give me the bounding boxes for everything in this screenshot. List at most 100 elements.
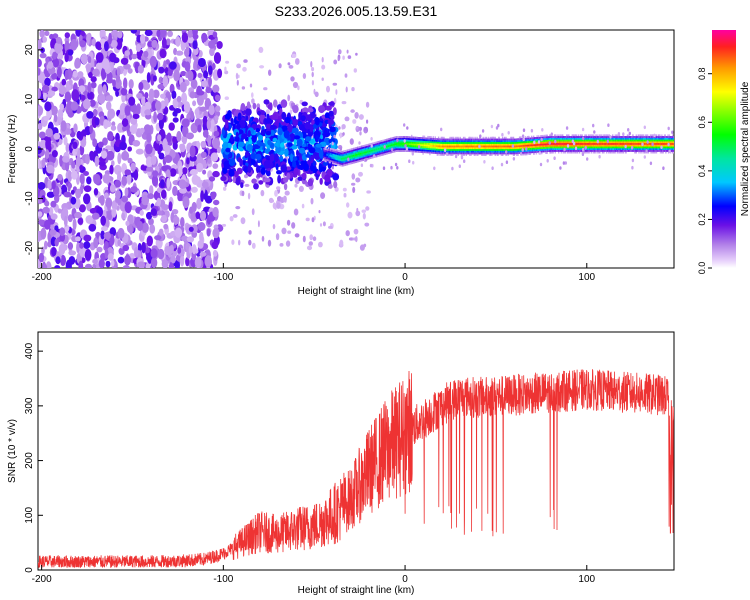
heatmap-cell bbox=[55, 36, 62, 44]
heatmap-cell bbox=[356, 207, 359, 213]
heatmap-cell bbox=[393, 147, 395, 149]
heatmap-cell bbox=[83, 241, 91, 250]
heatmap-cell bbox=[235, 206, 241, 210]
heatmap-cell bbox=[393, 143, 395, 146]
heatmap-cell bbox=[389, 143, 391, 145]
heatmap-cell bbox=[164, 97, 169, 107]
heatmap-cell bbox=[325, 105, 332, 111]
heatmap-cell bbox=[161, 204, 170, 211]
heatmap-cell bbox=[152, 75, 157, 82]
heatmap-cell bbox=[130, 186, 138, 193]
heatmap-cell bbox=[86, 176, 92, 185]
heatmap-cell bbox=[451, 143, 453, 146]
heatmap-cell bbox=[433, 146, 436, 149]
heatmap-cell bbox=[485, 154, 487, 156]
heatmap-cell bbox=[124, 105, 131, 116]
heatmap-cell bbox=[422, 151, 424, 153]
heatmap-cell bbox=[422, 144, 424, 146]
heatmap-cell bbox=[435, 148, 438, 151]
heatmap-cell bbox=[78, 78, 85, 88]
heatmap-cell bbox=[433, 145, 436, 147]
heatmap-cell bbox=[175, 36, 181, 47]
heatmap-cell bbox=[46, 191, 55, 198]
heatmap-cell bbox=[270, 199, 274, 203]
heatmap-cell bbox=[375, 150, 378, 153]
heatmap-cell bbox=[310, 60, 313, 68]
heatmap-cell bbox=[107, 131, 114, 142]
heatmap-cell bbox=[351, 173, 356, 180]
heatmap-cell bbox=[41, 84, 50, 93]
heatmap-cell bbox=[462, 152, 465, 155]
heatmap-cell bbox=[108, 32, 112, 45]
heatmap-cell bbox=[335, 161, 337, 164]
heatmap-cell bbox=[160, 214, 168, 223]
heatmap-cell bbox=[478, 149, 480, 151]
heatmap-cell bbox=[147, 193, 155, 200]
heatmap-cell bbox=[431, 146, 434, 149]
heatmap-cell bbox=[73, 123, 78, 133]
heatmap-cell bbox=[252, 102, 257, 110]
heatmap-cell bbox=[460, 142, 463, 144]
heatmap-cell bbox=[310, 119, 315, 125]
heatmap-cell bbox=[422, 139, 424, 141]
heatmap-cell bbox=[489, 138, 492, 141]
heatmap-cell bbox=[408, 141, 411, 144]
heatmap-cell bbox=[251, 178, 257, 184]
heatmap-cell bbox=[333, 154, 335, 156]
heatmap-cell bbox=[101, 150, 108, 159]
heatmap-cell bbox=[94, 155, 100, 167]
heatmap-cell bbox=[157, 248, 165, 260]
heatmap-cell bbox=[362, 159, 364, 161]
heatmap-cell bbox=[199, 106, 207, 112]
heatmap-cell bbox=[167, 30, 173, 37]
heatmap-cell bbox=[128, 79, 134, 89]
heatmap-cell bbox=[92, 212, 100, 220]
heatmap-cell bbox=[79, 164, 84, 171]
heatmap-cell bbox=[431, 143, 434, 145]
heatmap-cell bbox=[89, 99, 96, 107]
heatmap-cell bbox=[420, 142, 422, 145]
heatmap-cell bbox=[440, 154, 442, 156]
heatmap-cell bbox=[239, 158, 244, 167]
heatmap-cell bbox=[433, 138, 436, 140]
heatmap-cell bbox=[495, 145, 498, 148]
heatmap-cell bbox=[360, 152, 362, 155]
heatmap-cell bbox=[199, 210, 207, 221]
heatmap-cell bbox=[251, 98, 255, 104]
heatmap-cell bbox=[320, 192, 326, 200]
heatmap-cell bbox=[311, 80, 314, 86]
heatmap-cell bbox=[212, 84, 220, 94]
heatmap-cell bbox=[184, 61, 191, 72]
heatmap-cell bbox=[464, 149, 467, 151]
heatmap-cell bbox=[268, 69, 272, 76]
heatmap-cell bbox=[200, 151, 207, 159]
heatmap-cell bbox=[311, 67, 315, 72]
heatmap-cell bbox=[301, 101, 308, 107]
heatmap-cell bbox=[172, 185, 178, 197]
heatmap-cell bbox=[464, 140, 467, 143]
heatmap-cell bbox=[331, 151, 333, 154]
heatmap-cell bbox=[105, 260, 111, 268]
heatmap-cell bbox=[137, 64, 144, 74]
heatmap-cell bbox=[333, 150, 335, 153]
heatmap-cell bbox=[329, 126, 336, 133]
heatmap-cell bbox=[406, 144, 409, 147]
heatmap-cell bbox=[291, 145, 298, 150]
heatmap-cell bbox=[504, 136, 506, 139]
heatmap-cell bbox=[300, 115, 306, 122]
heatmap-cell bbox=[418, 140, 420, 143]
heatmap-cell bbox=[92, 263, 97, 268]
heatmap-cell bbox=[478, 142, 480, 144]
heatmap-cell bbox=[332, 173, 340, 181]
heatmap-cell bbox=[123, 77, 128, 90]
heatmap-cell bbox=[224, 66, 227, 72]
heatmap-cell bbox=[433, 152, 436, 154]
heatmap-cell bbox=[449, 142, 451, 144]
heatmap-cell bbox=[203, 70, 209, 79]
heatmap-cell bbox=[450, 136, 453, 139]
heatmap-cell bbox=[482, 136, 484, 139]
heatmap-cell bbox=[39, 52, 47, 59]
heatmap-cell bbox=[119, 109, 125, 116]
heatmap-cell bbox=[132, 140, 141, 147]
heatmap-cell bbox=[86, 63, 91, 74]
